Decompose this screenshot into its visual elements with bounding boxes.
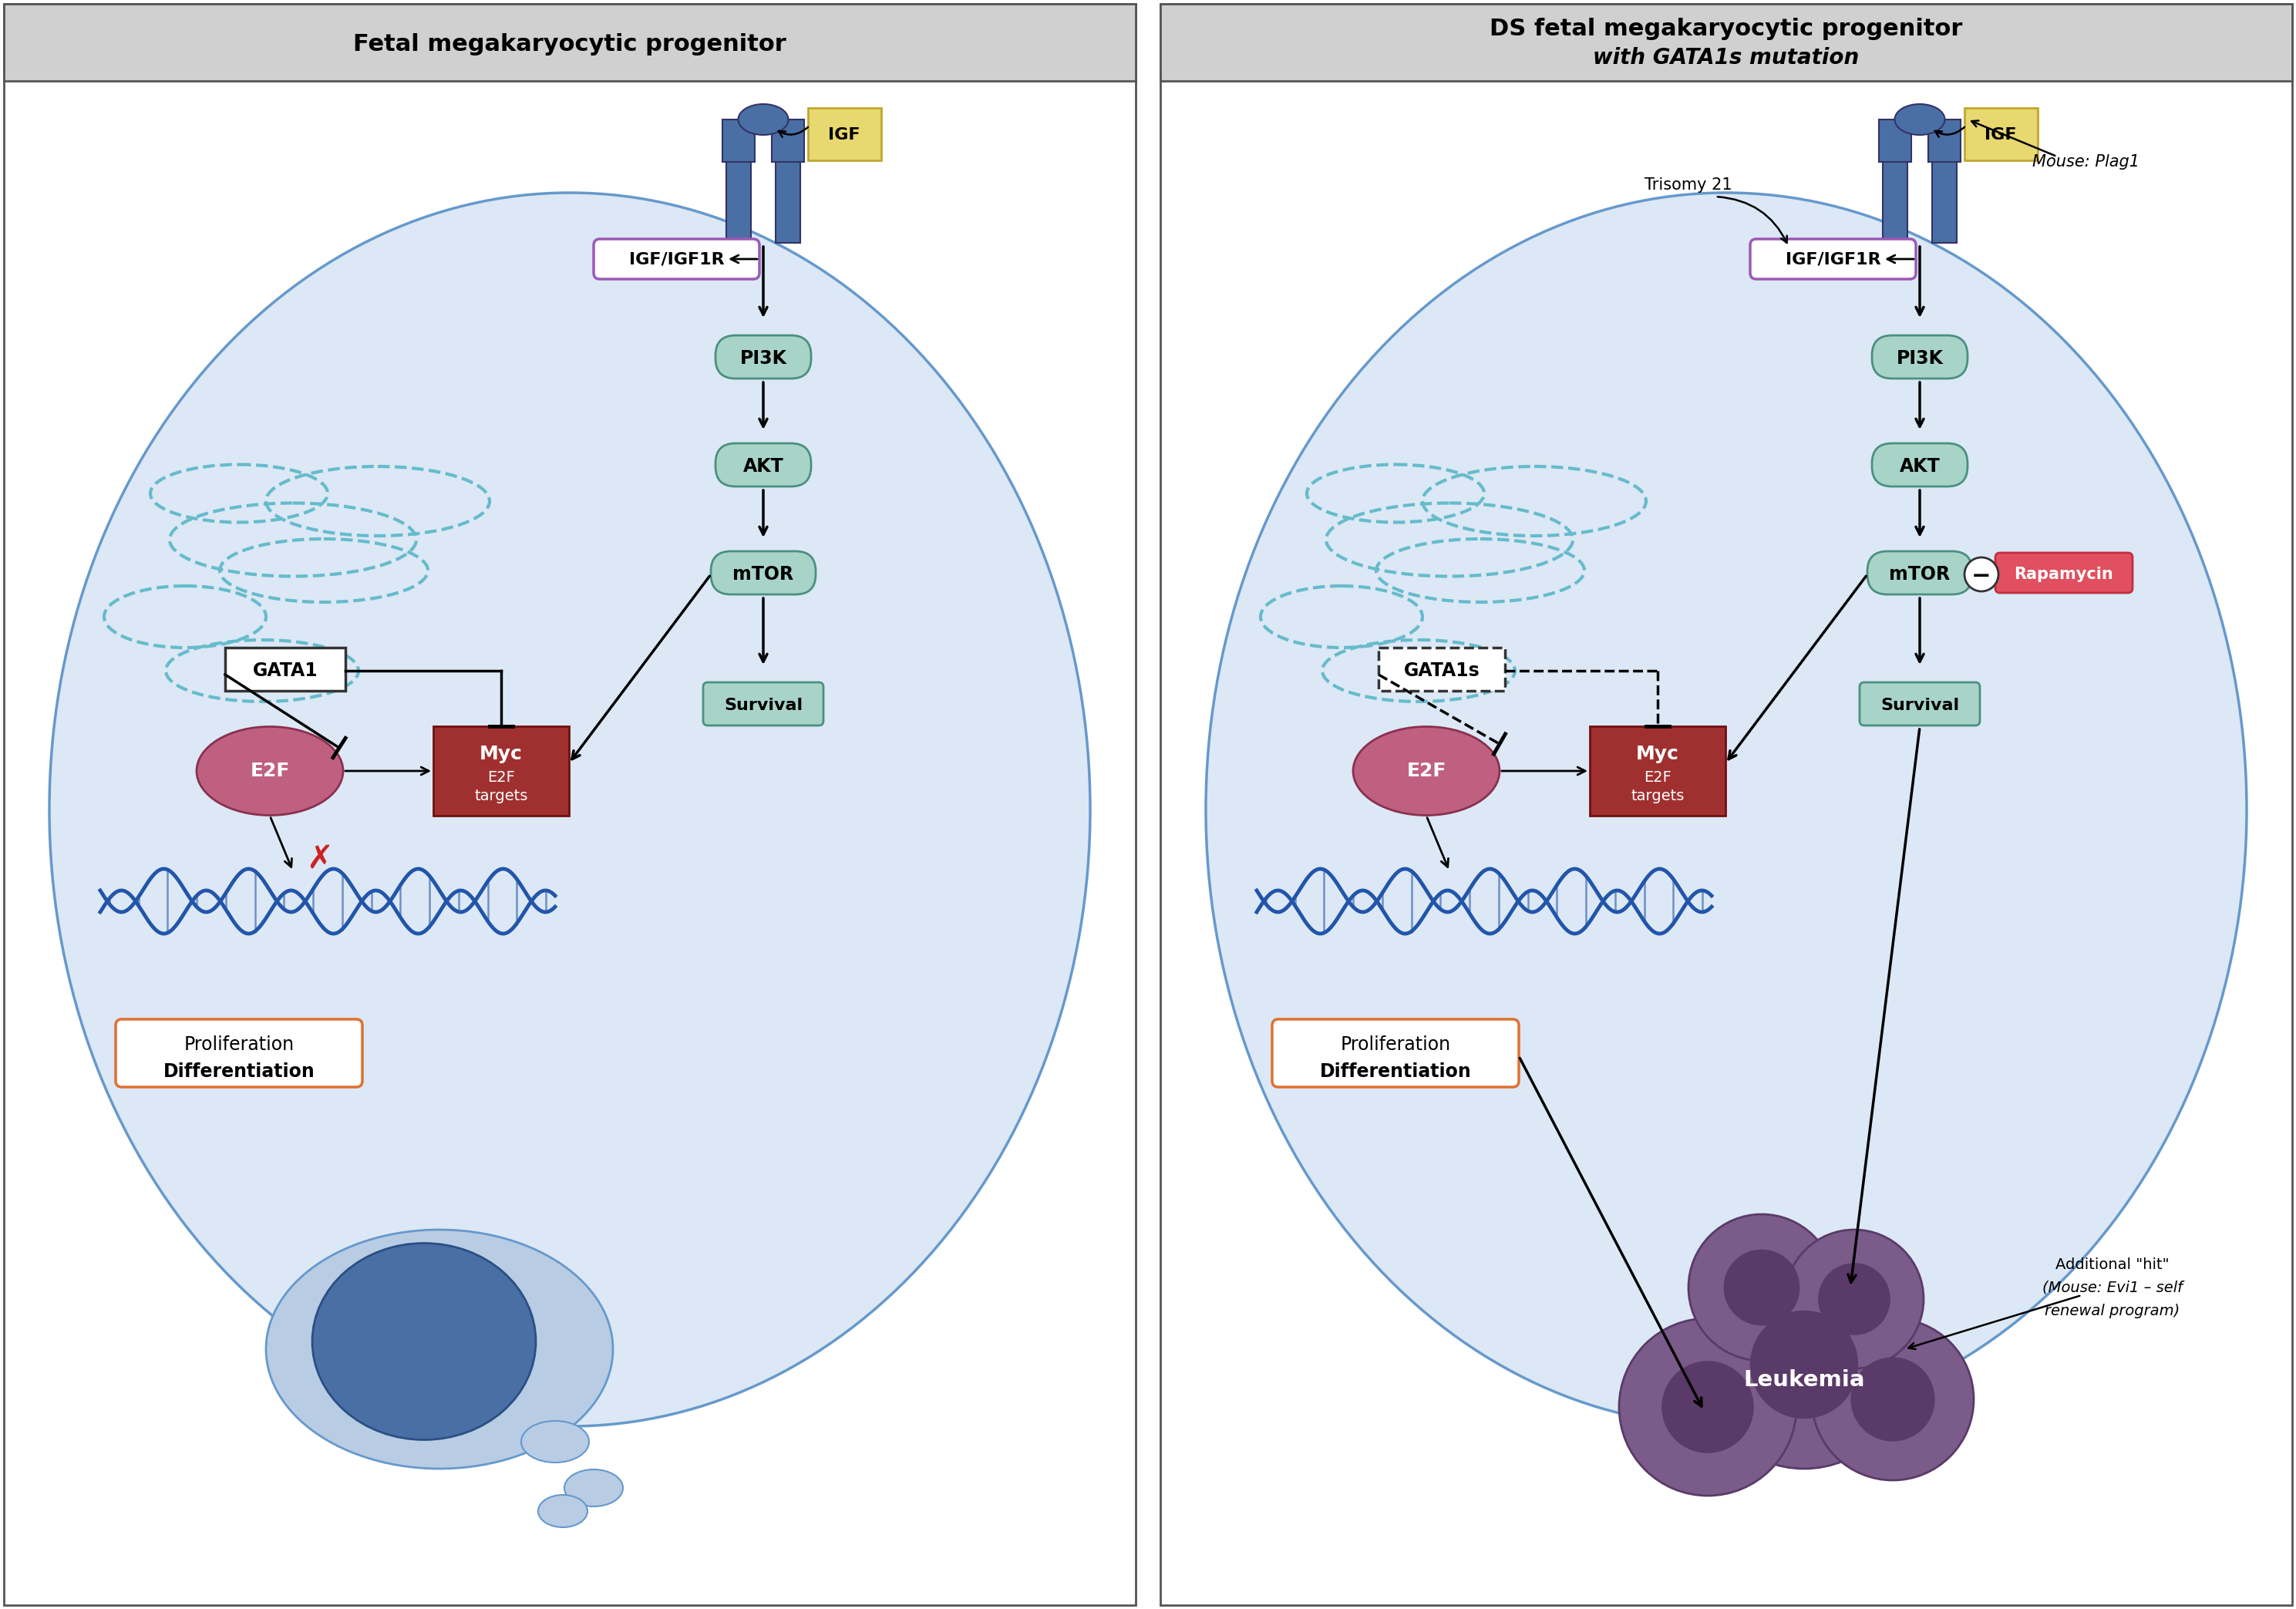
Text: E2F: E2F [250, 761, 289, 780]
Text: Myc: Myc [1637, 745, 1678, 763]
Text: mTOR: mTOR [1890, 565, 1949, 584]
Bar [1378, 647, 1504, 690]
FancyBboxPatch shape [1871, 335, 1968, 378]
Bar [1933, 143, 1956, 243]
Circle shape [1750, 1310, 1857, 1419]
Ellipse shape [312, 1244, 535, 1440]
Bar [1929, 119, 1961, 163]
Text: Proliferation: Proliferation [1341, 1036, 1451, 1054]
Text: Leukemia: Leukemia [1743, 1369, 1864, 1390]
Text: IGF: IGF [829, 127, 861, 143]
Circle shape [1784, 1229, 1924, 1369]
FancyBboxPatch shape [1867, 552, 1972, 594]
Bar [808, 108, 882, 161]
Text: Myc: Myc [480, 745, 523, 763]
FancyBboxPatch shape [1750, 240, 1915, 278]
Bar [776, 143, 801, 243]
Text: targets: targets [1630, 788, 1685, 803]
FancyBboxPatch shape [703, 682, 824, 726]
Circle shape [1688, 1215, 1835, 1361]
Text: E2F: E2F [487, 769, 514, 785]
Text: PI3K: PI3K [739, 349, 788, 368]
Text: Survival: Survival [1880, 698, 1958, 713]
Text: Additional "hit": Additional "hit" [2055, 1257, 2170, 1271]
Circle shape [1818, 1263, 1890, 1335]
Ellipse shape [1894, 105, 1945, 135]
Circle shape [1724, 1250, 1800, 1326]
FancyBboxPatch shape [1995, 553, 2133, 592]
Circle shape [1662, 1361, 1754, 1453]
Ellipse shape [266, 1229, 613, 1469]
Ellipse shape [739, 105, 788, 135]
Bar [1159, 3, 2291, 80]
Bar [5, 3, 1137, 1606]
FancyBboxPatch shape [716, 444, 810, 486]
Text: AKT: AKT [1899, 457, 1940, 476]
Text: Trisomy 21: Trisomy 21 [1644, 177, 1731, 193]
Text: mTOR: mTOR [732, 565, 794, 584]
Text: renewal program): renewal program) [2046, 1303, 2181, 1318]
Text: Rapamycin: Rapamycin [2014, 566, 2115, 582]
Bar [1159, 3, 2291, 1606]
Ellipse shape [48, 193, 1091, 1426]
Ellipse shape [1352, 727, 1499, 816]
Text: IGF: IGF [1984, 127, 2016, 143]
Text: Survival: Survival [723, 698, 804, 713]
Bar [723, 119, 755, 163]
FancyBboxPatch shape [115, 1018, 363, 1088]
Ellipse shape [521, 1421, 590, 1463]
Ellipse shape [1205, 193, 2248, 1426]
Bar [1878, 119, 1910, 163]
Text: −: − [1972, 565, 1991, 587]
FancyBboxPatch shape [712, 552, 815, 594]
Bar [1589, 726, 1727, 816]
Text: (Mouse: Evi1 – self: (Mouse: Evi1 – self [2043, 1281, 2183, 1295]
Text: Differentiation: Differentiation [163, 1062, 315, 1081]
Text: DS fetal megakaryocytic progenitor: DS fetal megakaryocytic progenitor [1490, 18, 1963, 40]
Text: E2F: E2F [1407, 761, 1446, 780]
Bar [726, 143, 751, 243]
Text: Proliferation: Proliferation [184, 1036, 294, 1054]
Text: IGF/IGF1R: IGF/IGF1R [629, 251, 726, 267]
Text: GATA1s: GATA1s [1403, 661, 1481, 681]
Circle shape [1812, 1318, 1975, 1480]
Bar [1883, 143, 1908, 243]
Text: with GATA1s mutation: with GATA1s mutation [1593, 47, 1860, 69]
Circle shape [1965, 557, 1998, 592]
Circle shape [1851, 1358, 1936, 1442]
Text: Mouse: Plag1: Mouse: Plag1 [2032, 154, 2140, 169]
FancyBboxPatch shape [1860, 682, 1979, 726]
Text: PI3K: PI3K [1896, 349, 1942, 368]
Ellipse shape [565, 1469, 622, 1506]
FancyBboxPatch shape [1272, 1018, 1520, 1088]
Ellipse shape [197, 727, 342, 816]
Circle shape [1619, 1318, 1795, 1496]
Text: IGF/IGF1R: IGF/IGF1R [1786, 251, 1880, 267]
Text: Differentiation: Differentiation [1320, 1062, 1472, 1081]
Text: GATA1: GATA1 [253, 661, 317, 681]
FancyBboxPatch shape [716, 335, 810, 378]
Bar [225, 647, 344, 690]
Bar [434, 726, 569, 816]
Text: Fetal megakaryocytic progenitor: Fetal megakaryocytic progenitor [354, 32, 785, 55]
Text: ✗: ✗ [305, 843, 333, 875]
Bar [771, 119, 804, 163]
Text: AKT: AKT [744, 457, 783, 476]
FancyBboxPatch shape [595, 240, 760, 278]
Bar [1965, 108, 2039, 161]
Ellipse shape [537, 1495, 588, 1527]
FancyBboxPatch shape [1871, 444, 1968, 486]
Text: targets: targets [475, 788, 528, 803]
Bar [5, 3, 1137, 80]
Text: E2F: E2F [1644, 769, 1671, 785]
Circle shape [1699, 1260, 1908, 1469]
